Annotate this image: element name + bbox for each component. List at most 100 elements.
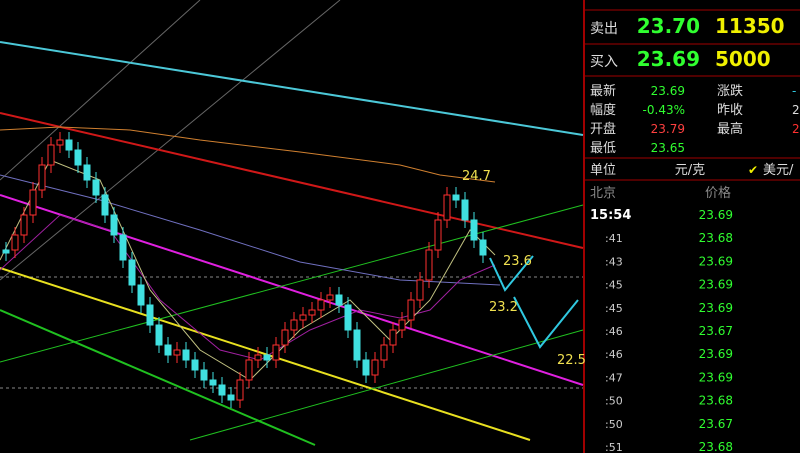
quote-text: 北京 — [590, 186, 616, 201]
quote-text: - — [792, 84, 796, 98]
quote-text: 元/克 — [675, 163, 705, 178]
forecast-arrow — [489, 255, 534, 292]
quote-text: 23.69 — [637, 47, 700, 71]
quote-text: :41 — [605, 232, 623, 245]
candle-body — [416, 279, 424, 301]
trend-line — [189, 329, 584, 441]
candle-body — [110, 214, 118, 236]
quote-text: 23.69 — [699, 370, 733, 384]
candle-body — [119, 234, 127, 261]
trend-line — [0, 267, 531, 441]
quote-text: :46 — [605, 325, 623, 338]
candle-body — [398, 319, 406, 331]
quote-panel: 卖出 23.70 11350 买入 23.69 5000 最新 23.69 涨跌 - 幅度 -0.43… — [585, 9, 800, 453]
quote-text: 美元/ — [763, 163, 794, 178]
candle-body — [29, 189, 37, 216]
candle-body — [470, 219, 478, 241]
candle-body — [263, 354, 271, 361]
candle-body — [371, 359, 379, 376]
candle-body — [155, 324, 163, 346]
candle-body — [182, 349, 190, 361]
quote-text: 23.67 — [699, 417, 733, 431]
quote-text: 涨跌 — [717, 83, 743, 99]
trend-line — [0, 41, 584, 136]
candle-body — [389, 329, 397, 346]
quote-text: 幅度 — [590, 102, 616, 118]
quote-text: :51 — [605, 441, 623, 453]
quote-text: 价格 — [705, 185, 731, 201]
quote-text: 卖出 — [590, 21, 618, 37]
candle-body — [254, 354, 262, 361]
quote-text: 2 — [792, 103, 800, 117]
candle-body — [173, 349, 181, 356]
candle-body — [353, 329, 361, 361]
quote-text: 23.69 — [699, 301, 733, 315]
quote-text: :50 — [605, 395, 623, 408]
candle-body — [128, 259, 136, 286]
ma-line — [0, 126, 496, 183]
forecast-arrow — [513, 296, 579, 349]
quote-text: 23.68 — [699, 394, 733, 408]
quote-text: 23.69 — [699, 208, 733, 222]
candle-body — [38, 164, 46, 191]
quote-text: 23.68 — [699, 231, 733, 245]
quote-text: 11350 — [715, 14, 785, 38]
quote-text: 23.70 — [637, 14, 700, 38]
candle-body — [209, 379, 217, 386]
candle-body — [407, 299, 415, 321]
candle-body — [281, 329, 289, 346]
candle-body — [200, 369, 208, 381]
candle-body — [443, 194, 451, 221]
candle-body — [236, 379, 244, 401]
quote-text: 昨收 — [717, 103, 743, 118]
quote-text: 23.67 — [699, 324, 733, 338]
candle-body — [137, 284, 145, 306]
candle-body — [56, 139, 64, 146]
candle-body — [227, 394, 235, 401]
quote-text: 最低 — [590, 141, 616, 156]
quote-text: -0.43% — [643, 103, 685, 117]
candle-body — [245, 359, 253, 381]
candle-body — [299, 314, 307, 321]
quote-text: 5000 — [715, 47, 771, 71]
candle-body — [92, 179, 100, 196]
quote-text: :45 — [605, 279, 623, 292]
candle-body — [191, 359, 199, 371]
annotation: 23.6 — [503, 254, 532, 269]
quote-text: :46 — [605, 348, 623, 361]
quote-text: :43 — [605, 255, 623, 268]
quote-text: 23.69 — [699, 278, 733, 292]
candle-body — [11, 234, 19, 251]
candle-body — [65, 139, 73, 151]
candle-body — [83, 164, 91, 181]
candle-body — [218, 384, 226, 396]
candle-body — [326, 294, 334, 301]
quote-text: 23.65 — [651, 141, 685, 155]
chart-bg — [0, 0, 583, 453]
candle-body — [308, 309, 316, 316]
candle-body — [362, 359, 370, 376]
candles — [2, 132, 487, 408]
trend-line — [0, 309, 316, 446]
quote-text: :45 — [605, 302, 623, 315]
candle-body — [164, 344, 172, 356]
candle-body — [479, 239, 487, 256]
quote-text: 单位 — [590, 163, 616, 178]
quote-text: 23.79 — [651, 122, 685, 136]
annotation: 24.7 — [462, 169, 491, 184]
quote-text: 15:54 — [590, 208, 631, 223]
annotation: 23.2 — [489, 300, 518, 315]
candle-body — [290, 319, 298, 331]
candle-body — [380, 344, 388, 361]
candle-body — [317, 299, 325, 311]
candle-body — [272, 344, 280, 361]
quote-text: 23.68 — [699, 440, 733, 453]
trend-line — [0, 112, 584, 249]
candle-body — [2, 249, 10, 254]
trend-line — [0, 204, 584, 363]
candle-body — [452, 194, 460, 201]
candle-body — [335, 294, 343, 306]
candle-body — [146, 304, 154, 326]
